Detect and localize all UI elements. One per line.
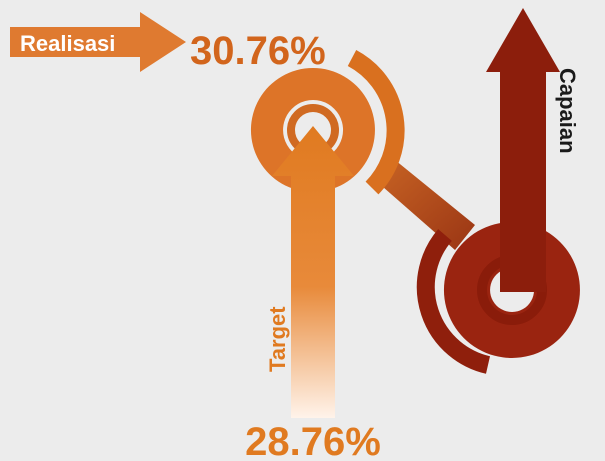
realisasi-value: 30.76%	[190, 29, 326, 73]
connector	[375, 160, 475, 250]
target-label: Target	[265, 306, 290, 372]
target-arrow	[272, 126, 354, 418]
realisasi-arrow	[10, 12, 186, 72]
capaian-arrow	[486, 8, 560, 292]
left-ring	[250, 50, 405, 195]
capaian-label: Capaian	[555, 68, 580, 154]
target-value: 28.76%	[245, 420, 381, 461]
realisasi-label: Realisasi	[20, 31, 115, 56]
